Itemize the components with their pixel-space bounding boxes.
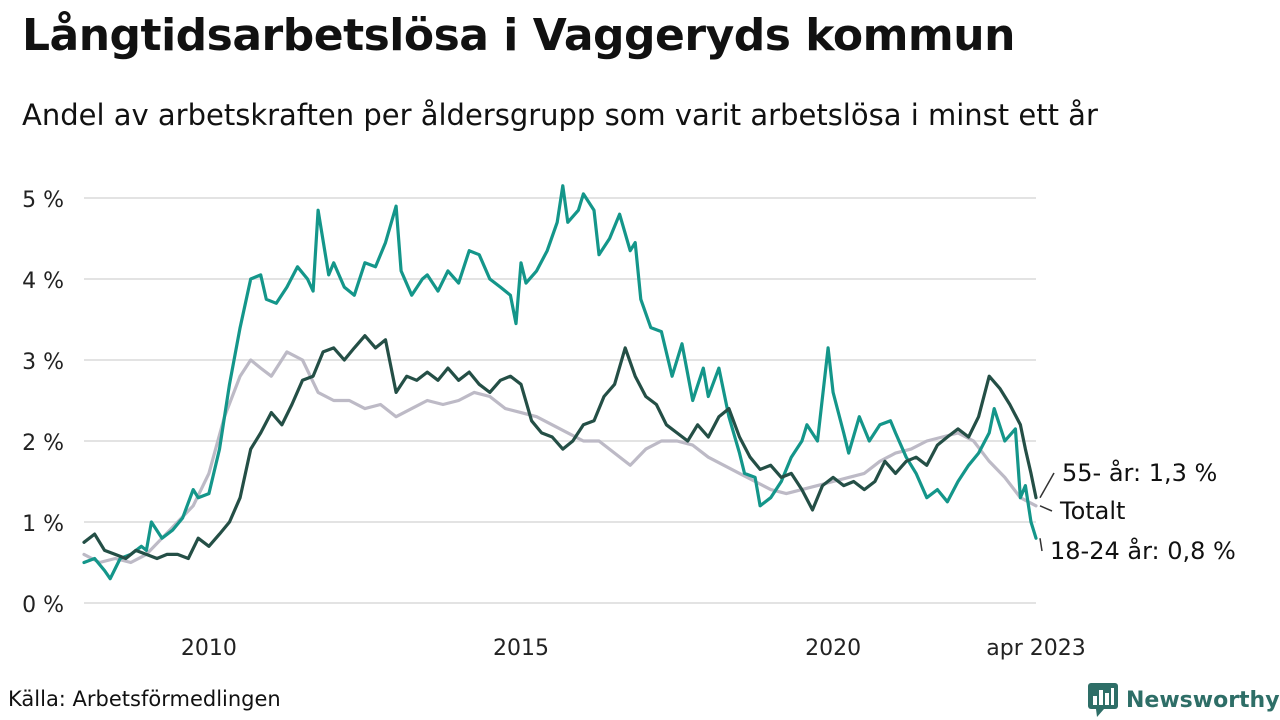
x-tick-label: 2020 [805, 636, 861, 661]
brand-logo[interactable]: Newsworthy [1088, 683, 1280, 717]
end-label-total: Totalt [1059, 497, 1125, 525]
chart-subtitle: Andel av arbetskraften per åldersgrupp s… [22, 98, 1098, 132]
source-note: Källa: Arbetsförmedlingen [8, 687, 281, 711]
series-line-total [82, 350, 1038, 565]
x-tick-label: 2010 [181, 636, 237, 661]
series-line-old [82, 334, 1038, 561]
end-label-young: 18-24 år: 0,8 % [1050, 536, 1236, 565]
y-tick-label: 2 % [22, 431, 64, 456]
series-lines [82, 184, 1038, 581]
leader-line-old [1039, 472, 1055, 499]
y-tick-label: 4 % [22, 269, 64, 294]
series-end-labels: Totalt 18-24 år: 0,8 % 55- år: 1,3 % [1039, 458, 1236, 565]
series-line-young [82, 184, 1038, 581]
y-tick-label: 3 % [22, 350, 64, 375]
chart-title: Långtidsarbetslösa i Vaggeryds kommun [22, 10, 1015, 61]
y-tick-label: 0 % [22, 593, 64, 618]
leader-line-young [1039, 538, 1043, 552]
x-axis-labels: 2010 2015 2020 apr 2023 [181, 636, 1086, 661]
leader-line-total [1039, 505, 1053, 512]
end-label-old: 55- år: 1,3 % [1062, 458, 1217, 487]
y-axis-labels: 0 % 1 % 2 % 3 % 4 % 5 % [22, 188, 64, 618]
y-tick-label: 1 % [22, 512, 64, 537]
bar-chart-bubble-icon [1088, 683, 1118, 717]
y-tick-label: 5 % [22, 188, 64, 213]
x-tick-label: apr 2023 [986, 636, 1085, 661]
x-tick-label: 2015 [493, 636, 549, 661]
brand-name: Newsworthy [1126, 687, 1280, 713]
